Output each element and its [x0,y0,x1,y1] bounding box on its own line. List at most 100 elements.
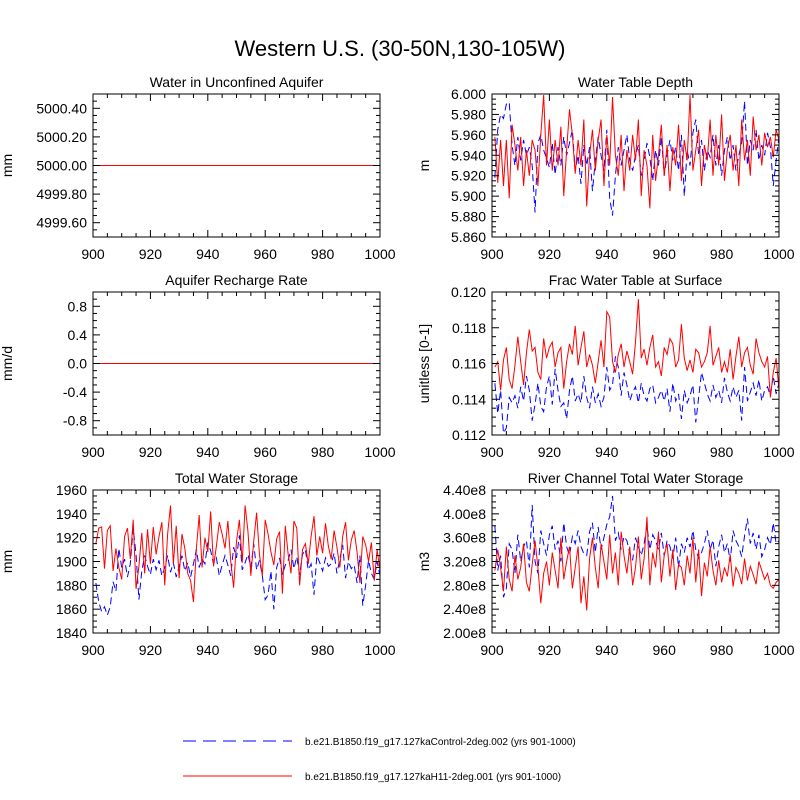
chart-panel: 900 920 940 960 980 1000 0.112 0.114 0.116 0.118 0… [416,272,795,460]
y-tick-label: 2.40e8 [443,601,486,617]
x-tick-label: 960 [653,246,677,262]
x-tick-label: 900 [480,642,504,658]
y-tick-label: 1960 [56,482,87,498]
x-tick-label: 920 [538,444,562,460]
y-tick-label: 5.880 [451,209,486,225]
x-tick-label: 920 [538,246,562,262]
y-tick-label: 0.4 [68,327,88,343]
y-tick-label: 1940 [56,506,87,522]
y-tick-label: 1860 [56,601,87,617]
y-tick-label: -0.4 [63,384,87,400]
y-tick-label: 5.920 [451,168,486,184]
y-tick-label: 3.60e8 [443,530,486,546]
x-tick-label: 980 [311,246,335,262]
y-tick-label: 0.116 [452,356,486,372]
chart-panel: 900 920 940 960 980 1000 1840 1860 1880 1900 1920 1… [0,470,396,658]
y-tick-label: 1920 [56,530,87,546]
y-tick-label: 6.000 [451,86,486,102]
y-tick-label: 5000.20 [36,129,87,145]
y-tick-label: 5000.00 [36,158,87,174]
x-tick-label: 1000 [763,642,794,658]
x-tick-label: 940 [595,444,619,460]
y-tick-label: 1840 [56,625,87,641]
y-tick-label: 4999.80 [36,186,87,202]
x-tick-label: 960 [254,444,278,460]
x-tick-label: 920 [538,642,562,658]
y-tick-label: 0.8 [68,298,88,314]
y-tick-label: 2.80e8 [443,577,486,593]
series-line [494,299,779,398]
x-tick-label: 980 [710,444,734,460]
y-tick-label: 5000.40 [36,100,87,116]
panel-title: Water Table Depth [578,74,693,90]
chart-panel: 900 920 940 960 980 1000 4999.60 4999.80 5000.00… [0,74,396,262]
x-tick-label: 940 [595,642,619,658]
panel-title: River Channel Total Water Storage [528,470,744,486]
x-tick-label: 920 [139,444,163,460]
x-tick-label: 960 [254,642,278,658]
x-tick-label: 940 [595,246,619,262]
y-tick-label: 0.112 [452,427,486,443]
y-tick-label: 4.40e8 [443,482,486,498]
x-tick-label: 900 [81,444,105,460]
x-tick-label: 920 [139,642,163,658]
chart-panel: 900 920 940 960 980 1000 5.860 5.880 5.900 5.920 5… [416,74,795,262]
x-tick-label: 1000 [364,444,395,460]
legend-label-control: b.e21.B1850.f19_g17.127kaControl-2deg.00… [305,737,576,748]
x-tick-label: 940 [196,642,220,658]
series-line [95,505,380,603]
x-tick-label: 1000 [364,246,395,262]
y-tick-label: 5.960 [451,127,486,143]
series-line [494,516,779,611]
x-tick-label: 1000 [763,444,794,460]
x-tick-label: 1000 [763,246,794,262]
x-tick-label: 900 [81,246,105,262]
x-tick-label: 940 [196,246,220,262]
x-tick-label: 1000 [364,642,395,658]
y-axis-label: unitless [0-1] [416,324,432,403]
x-tick-label: 940 [196,444,220,460]
panels: 900 920 940 960 980 1000 4999.60 4999.80 5000.00… [0,74,795,658]
y-tick-label: 5.860 [451,229,486,245]
legend-label-h11: b.e21.B1850.f19_g17.127kaH11-2deg.001 (y… [305,772,561,783]
y-tick-label: 1880 [56,577,87,593]
x-tick-label: 960 [254,246,278,262]
y-axis-label: mm [0,154,15,177]
figure-title: Western U.S. (30-50N,130-105W) [235,36,566,61]
x-tick-label: 980 [311,444,335,460]
y-tick-label: 1900 [56,554,87,570]
panel-title: Frac Water Table at Surface [549,272,723,288]
y-tick-label: 4.00e8 [443,506,486,522]
y-tick-label: -0.8 [63,413,87,429]
y-tick-label: 0.118 [452,320,486,336]
panel-title: Water in Unconfined Aquifer [150,74,324,90]
y-tick-label: 3.20e8 [443,554,486,570]
panel-title: Total Water Storage [175,470,298,486]
x-tick-label: 980 [710,246,734,262]
chart-panel: 900 920 940 960 980 1000 2.00e8 2.40e8 2.80e8 3.2… [416,470,795,658]
x-tick-label: 980 [311,642,335,658]
x-tick-label: 900 [480,444,504,460]
x-tick-label: 900 [81,642,105,658]
x-tick-label: 960 [653,642,677,658]
y-tick-label: 4999.60 [36,215,87,231]
x-tick-label: 960 [653,444,677,460]
chart-panel: 900 920 940 960 980 1000 -0.8 -0.4 0.0 0.4 0.8 Aqui… [0,272,396,460]
y-axis-label: m [416,160,432,172]
x-tick-label: 900 [480,246,504,262]
y-tick-label: 5.940 [451,147,486,163]
y-axis-label: m3 [416,552,432,572]
y-tick-label: 0.0 [68,356,88,372]
x-tick-label: 980 [710,642,734,658]
series-line [95,528,380,617]
y-tick-label: 2.00e8 [443,625,486,641]
series-line [494,94,779,209]
series-line [494,356,779,435]
x-tick-label: 920 [139,246,163,262]
panel-title: Aquifer Recharge Rate [165,272,308,288]
y-tick-label: 0.114 [452,391,486,407]
y-tick-label: 5.980 [451,106,486,122]
y-axis-label: mm/d [0,346,15,381]
